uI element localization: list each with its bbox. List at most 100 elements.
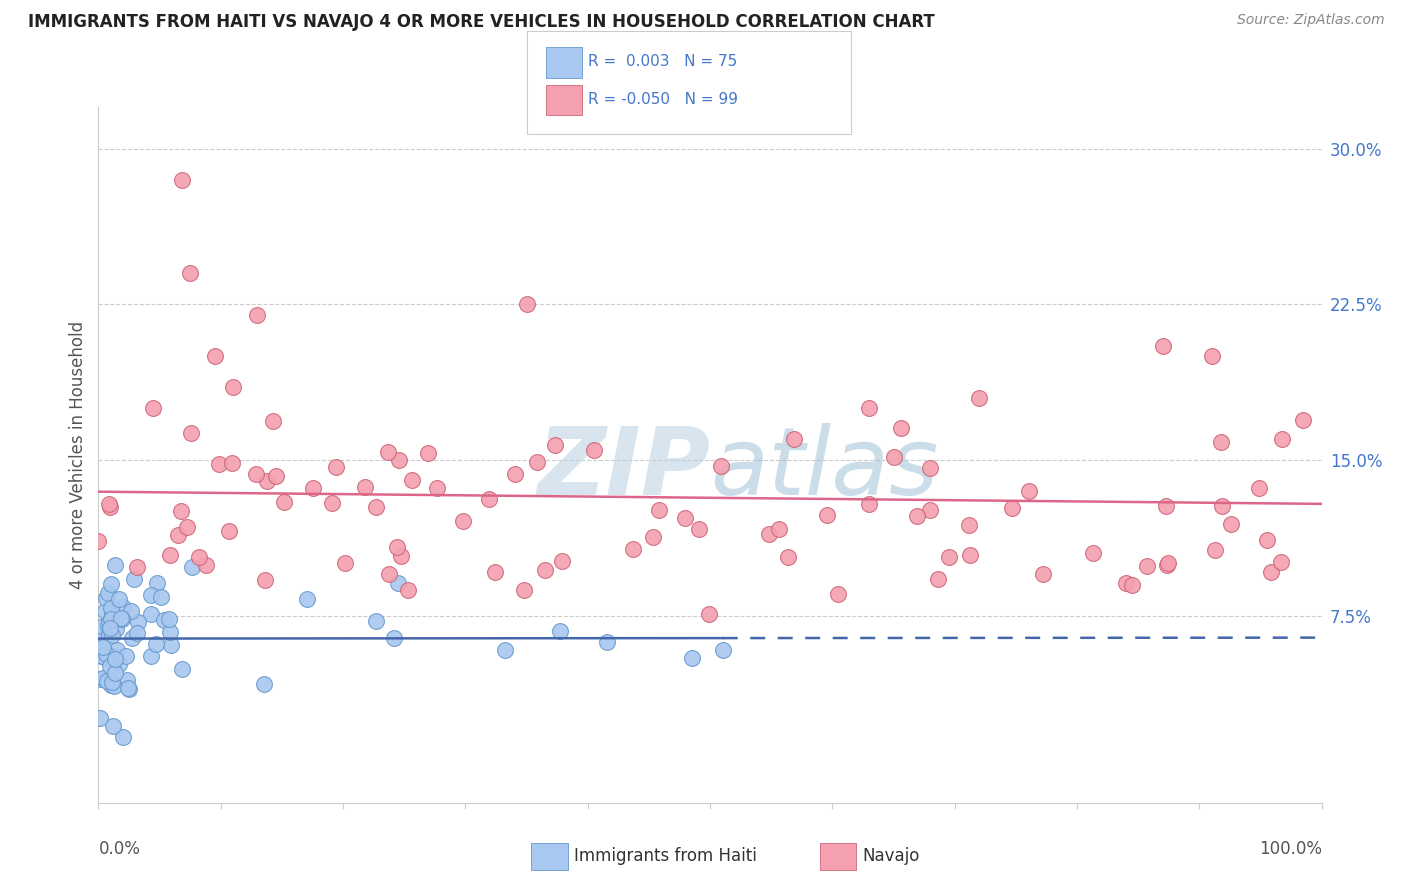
Point — [495, 643, 517, 657]
Point — [1260, 565, 1282, 579]
Point — [218, 524, 240, 538]
Point — [1136, 558, 1159, 573]
Y-axis label: 4 or more Vehicles in Household: 4 or more Vehicles in Household — [69, 321, 87, 589]
Point — [621, 541, 644, 556]
Point — [97, 615, 120, 630]
Point — [179, 266, 201, 280]
Point — [297, 592, 319, 607]
Point — [648, 503, 671, 517]
Point — [641, 529, 664, 543]
Point — [484, 565, 506, 579]
Point — [551, 554, 574, 568]
Point — [1081, 546, 1104, 560]
Point — [93, 671, 115, 685]
Point — [208, 457, 231, 471]
Point — [112, 731, 135, 745]
Point — [1154, 499, 1177, 513]
Point — [139, 649, 162, 664]
Point — [453, 514, 475, 528]
Point — [858, 497, 880, 511]
Point — [103, 606, 125, 620]
Point — [548, 624, 571, 639]
Point — [90, 648, 112, 663]
Point — [245, 467, 267, 481]
Text: R =  0.003   N = 75: R = 0.003 N = 75 — [588, 54, 737, 69]
Point — [1115, 576, 1137, 591]
Point — [115, 673, 138, 687]
Point — [596, 634, 619, 648]
Point — [815, 508, 838, 522]
Point — [1204, 542, 1226, 557]
Point — [97, 627, 120, 641]
Point — [100, 675, 122, 690]
Point — [98, 498, 121, 512]
Point — [1256, 533, 1278, 548]
Point — [160, 639, 183, 653]
Point — [89, 711, 111, 725]
Point — [503, 467, 526, 482]
Point — [127, 615, 149, 630]
Point — [920, 503, 942, 517]
Point — [172, 662, 194, 676]
Text: atlas: atlas — [710, 424, 938, 515]
Point — [515, 297, 537, 311]
Point — [153, 613, 176, 627]
Point — [883, 450, 905, 465]
Point — [97, 619, 120, 633]
Point — [127, 626, 149, 640]
Point — [533, 563, 555, 577]
Point — [673, 511, 696, 525]
Point — [100, 678, 122, 692]
Point — [387, 575, 409, 590]
Point — [478, 491, 501, 506]
Point — [104, 622, 127, 636]
Point — [94, 647, 117, 661]
Point — [107, 592, 129, 607]
Point — [905, 509, 928, 524]
Point — [426, 481, 449, 495]
Point — [180, 425, 202, 440]
Point — [401, 473, 423, 487]
Point — [103, 719, 125, 733]
Point — [195, 558, 218, 573]
Point — [141, 588, 163, 602]
Point — [890, 421, 912, 435]
Point — [118, 681, 141, 696]
Point — [146, 576, 169, 591]
Point — [204, 349, 226, 363]
Point — [100, 612, 122, 626]
Point — [170, 172, 193, 186]
Point — [157, 612, 180, 626]
Point — [107, 657, 129, 672]
Point — [127, 559, 149, 574]
Point — [1156, 558, 1178, 572]
Point — [302, 481, 325, 495]
Point — [97, 586, 120, 600]
Point — [758, 526, 780, 541]
Point — [187, 550, 209, 565]
Point — [145, 637, 167, 651]
Point — [117, 681, 139, 695]
Point — [1121, 578, 1143, 592]
Point — [254, 573, 277, 587]
Point — [100, 577, 122, 591]
Point — [387, 541, 409, 555]
Point — [98, 616, 121, 631]
Point — [957, 518, 980, 533]
Point — [94, 604, 117, 618]
Point — [121, 632, 143, 646]
Point — [98, 658, 121, 673]
Point — [366, 614, 388, 628]
Point — [91, 640, 114, 654]
Text: 100.0%: 100.0% — [1258, 840, 1322, 858]
Point — [1271, 432, 1294, 446]
Point — [100, 606, 122, 620]
Point — [354, 480, 377, 494]
Point — [388, 453, 411, 467]
Point — [377, 445, 399, 459]
Point — [104, 648, 127, 663]
Point — [96, 673, 118, 688]
Point — [122, 573, 145, 587]
Point — [222, 380, 245, 394]
Point — [1032, 566, 1054, 581]
